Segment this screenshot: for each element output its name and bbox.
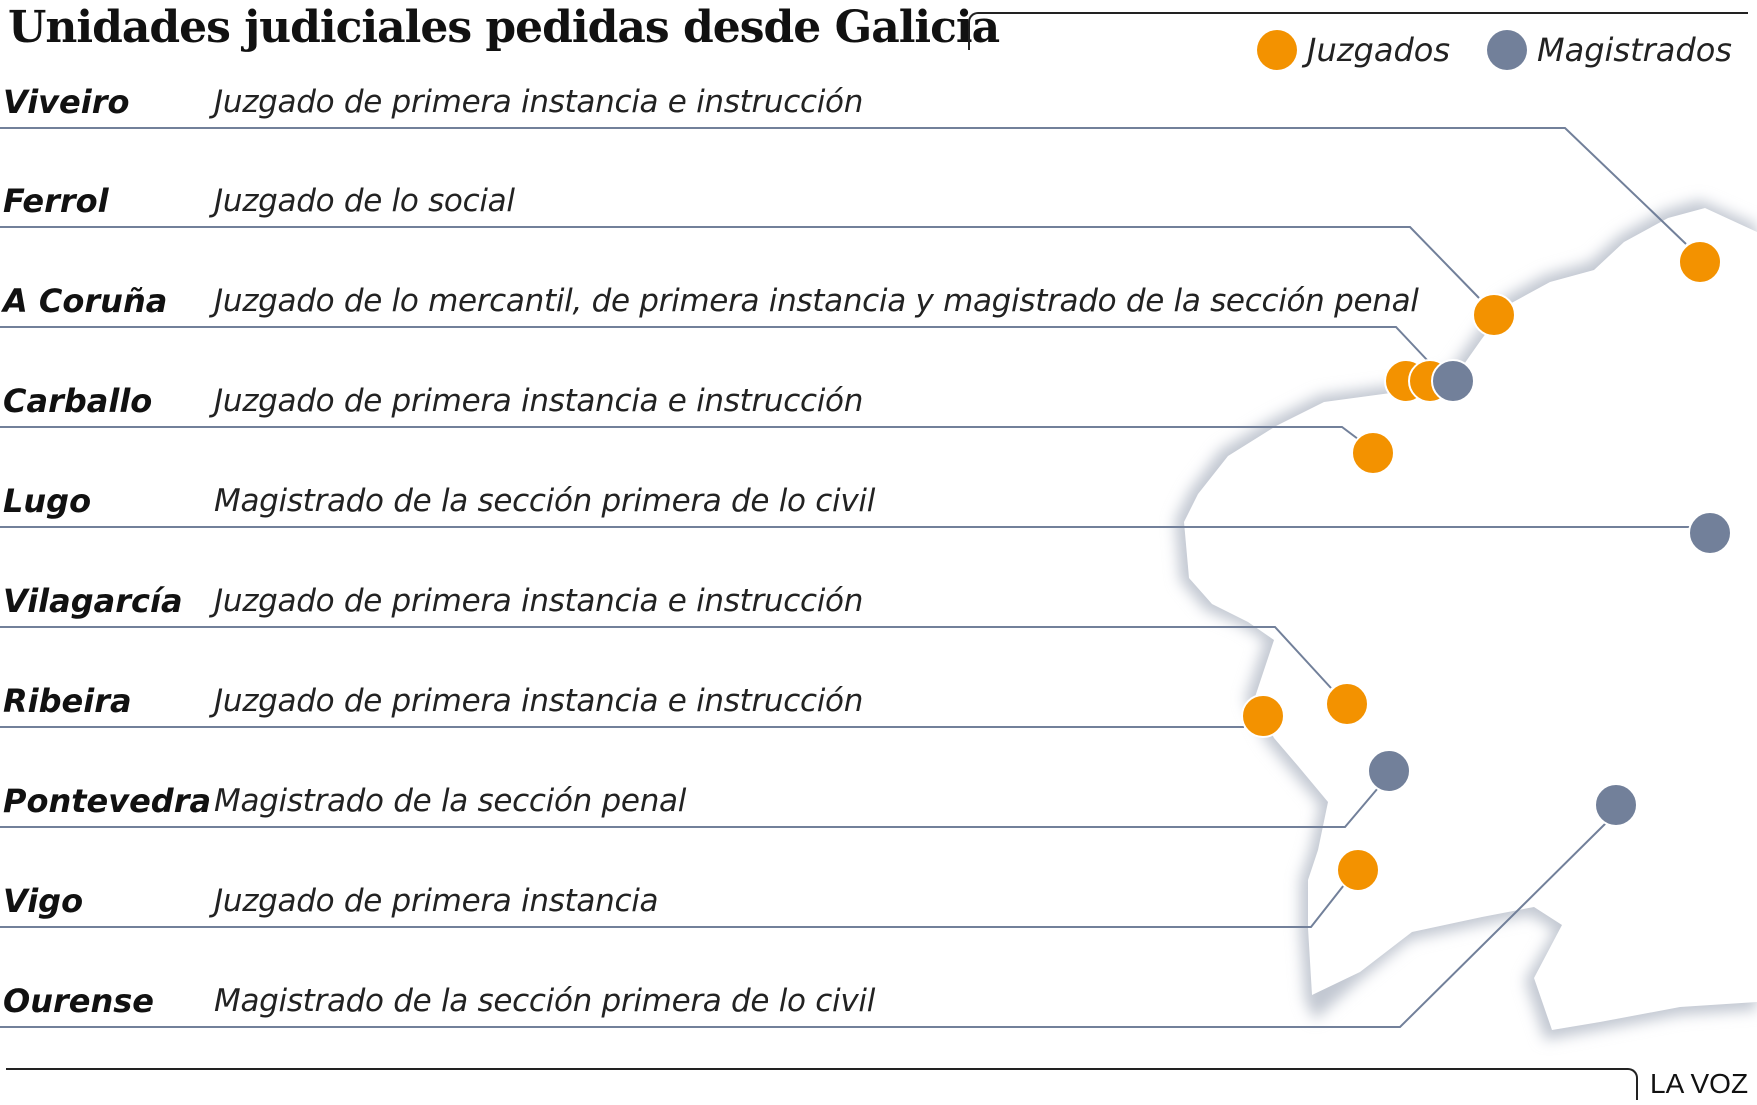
orange-dot-icon [1257,30,1297,70]
title-rule [968,12,1748,50]
unit-description: Juzgado de lo mercantil, de primera inst… [214,283,1419,319]
magistrado-marker [1688,511,1732,555]
juzgado-marker [1325,682,1369,726]
unit-description: Juzgado de primera instancia e instrucci… [214,84,864,120]
unit-description: Juzgado de primera instancia e instrucci… [214,383,864,419]
city-name: Lugo [3,482,92,520]
grey-dot-icon [1487,30,1527,70]
leader-line [0,426,1359,440]
city-name: A Coruña [3,282,168,320]
magistrado-marker [1431,359,1475,403]
magistrado-marker [1594,783,1638,827]
leader-line [0,326,1429,362]
city-name: Vigo [3,882,84,920]
magistrado-marker [1367,749,1411,793]
juzgado-marker [1351,431,1395,475]
legend-magistrados: Magistrados [1487,30,1732,70]
unit-description: Juzgado de primera instancia e instrucci… [214,583,864,619]
unit-description: Juzgado de primera instancia e instrucci… [214,683,864,719]
legend-label: Magistrados [1537,31,1732,69]
leader-line [0,226,1480,299]
leader-line [0,626,1332,689]
chart-title: Unidades judiciales pedidas desde Galici… [8,2,1000,53]
juzgado-marker [1678,240,1722,284]
city-name: Ourense [3,982,154,1020]
juzgado-marker [1336,848,1380,892]
unit-description: Magistrado de la sección primera de lo c… [214,483,876,519]
legend-juzgados: Juzgados [1257,30,1450,70]
city-name: Carballo [3,382,153,420]
city-name: Viveiro [3,83,130,121]
juzgado-marker [1472,293,1516,337]
brand-label: LA VOZ [1650,1068,1749,1099]
city-name: Vilagarcía [3,582,183,620]
legend-label: Juzgados [1307,31,1450,69]
unit-description: Juzgado de primera instancia [214,883,659,919]
leader-line [0,787,1379,828]
leader-line [0,127,1687,245]
leader-line [0,820,1609,1028]
juzgado-marker [1241,694,1285,738]
leader-line [0,884,1345,928]
city-name: Ferrol [3,182,109,220]
unit-description: Magistrado de la sección penal [214,783,687,819]
bottom-rule [6,1068,1638,1100]
unit-description: Juzgado de lo social [214,183,515,219]
city-name: Ribeira [3,682,132,720]
city-name: Pontevedra [3,782,212,820]
unit-description: Magistrado de la sección primera de lo c… [214,983,876,1019]
